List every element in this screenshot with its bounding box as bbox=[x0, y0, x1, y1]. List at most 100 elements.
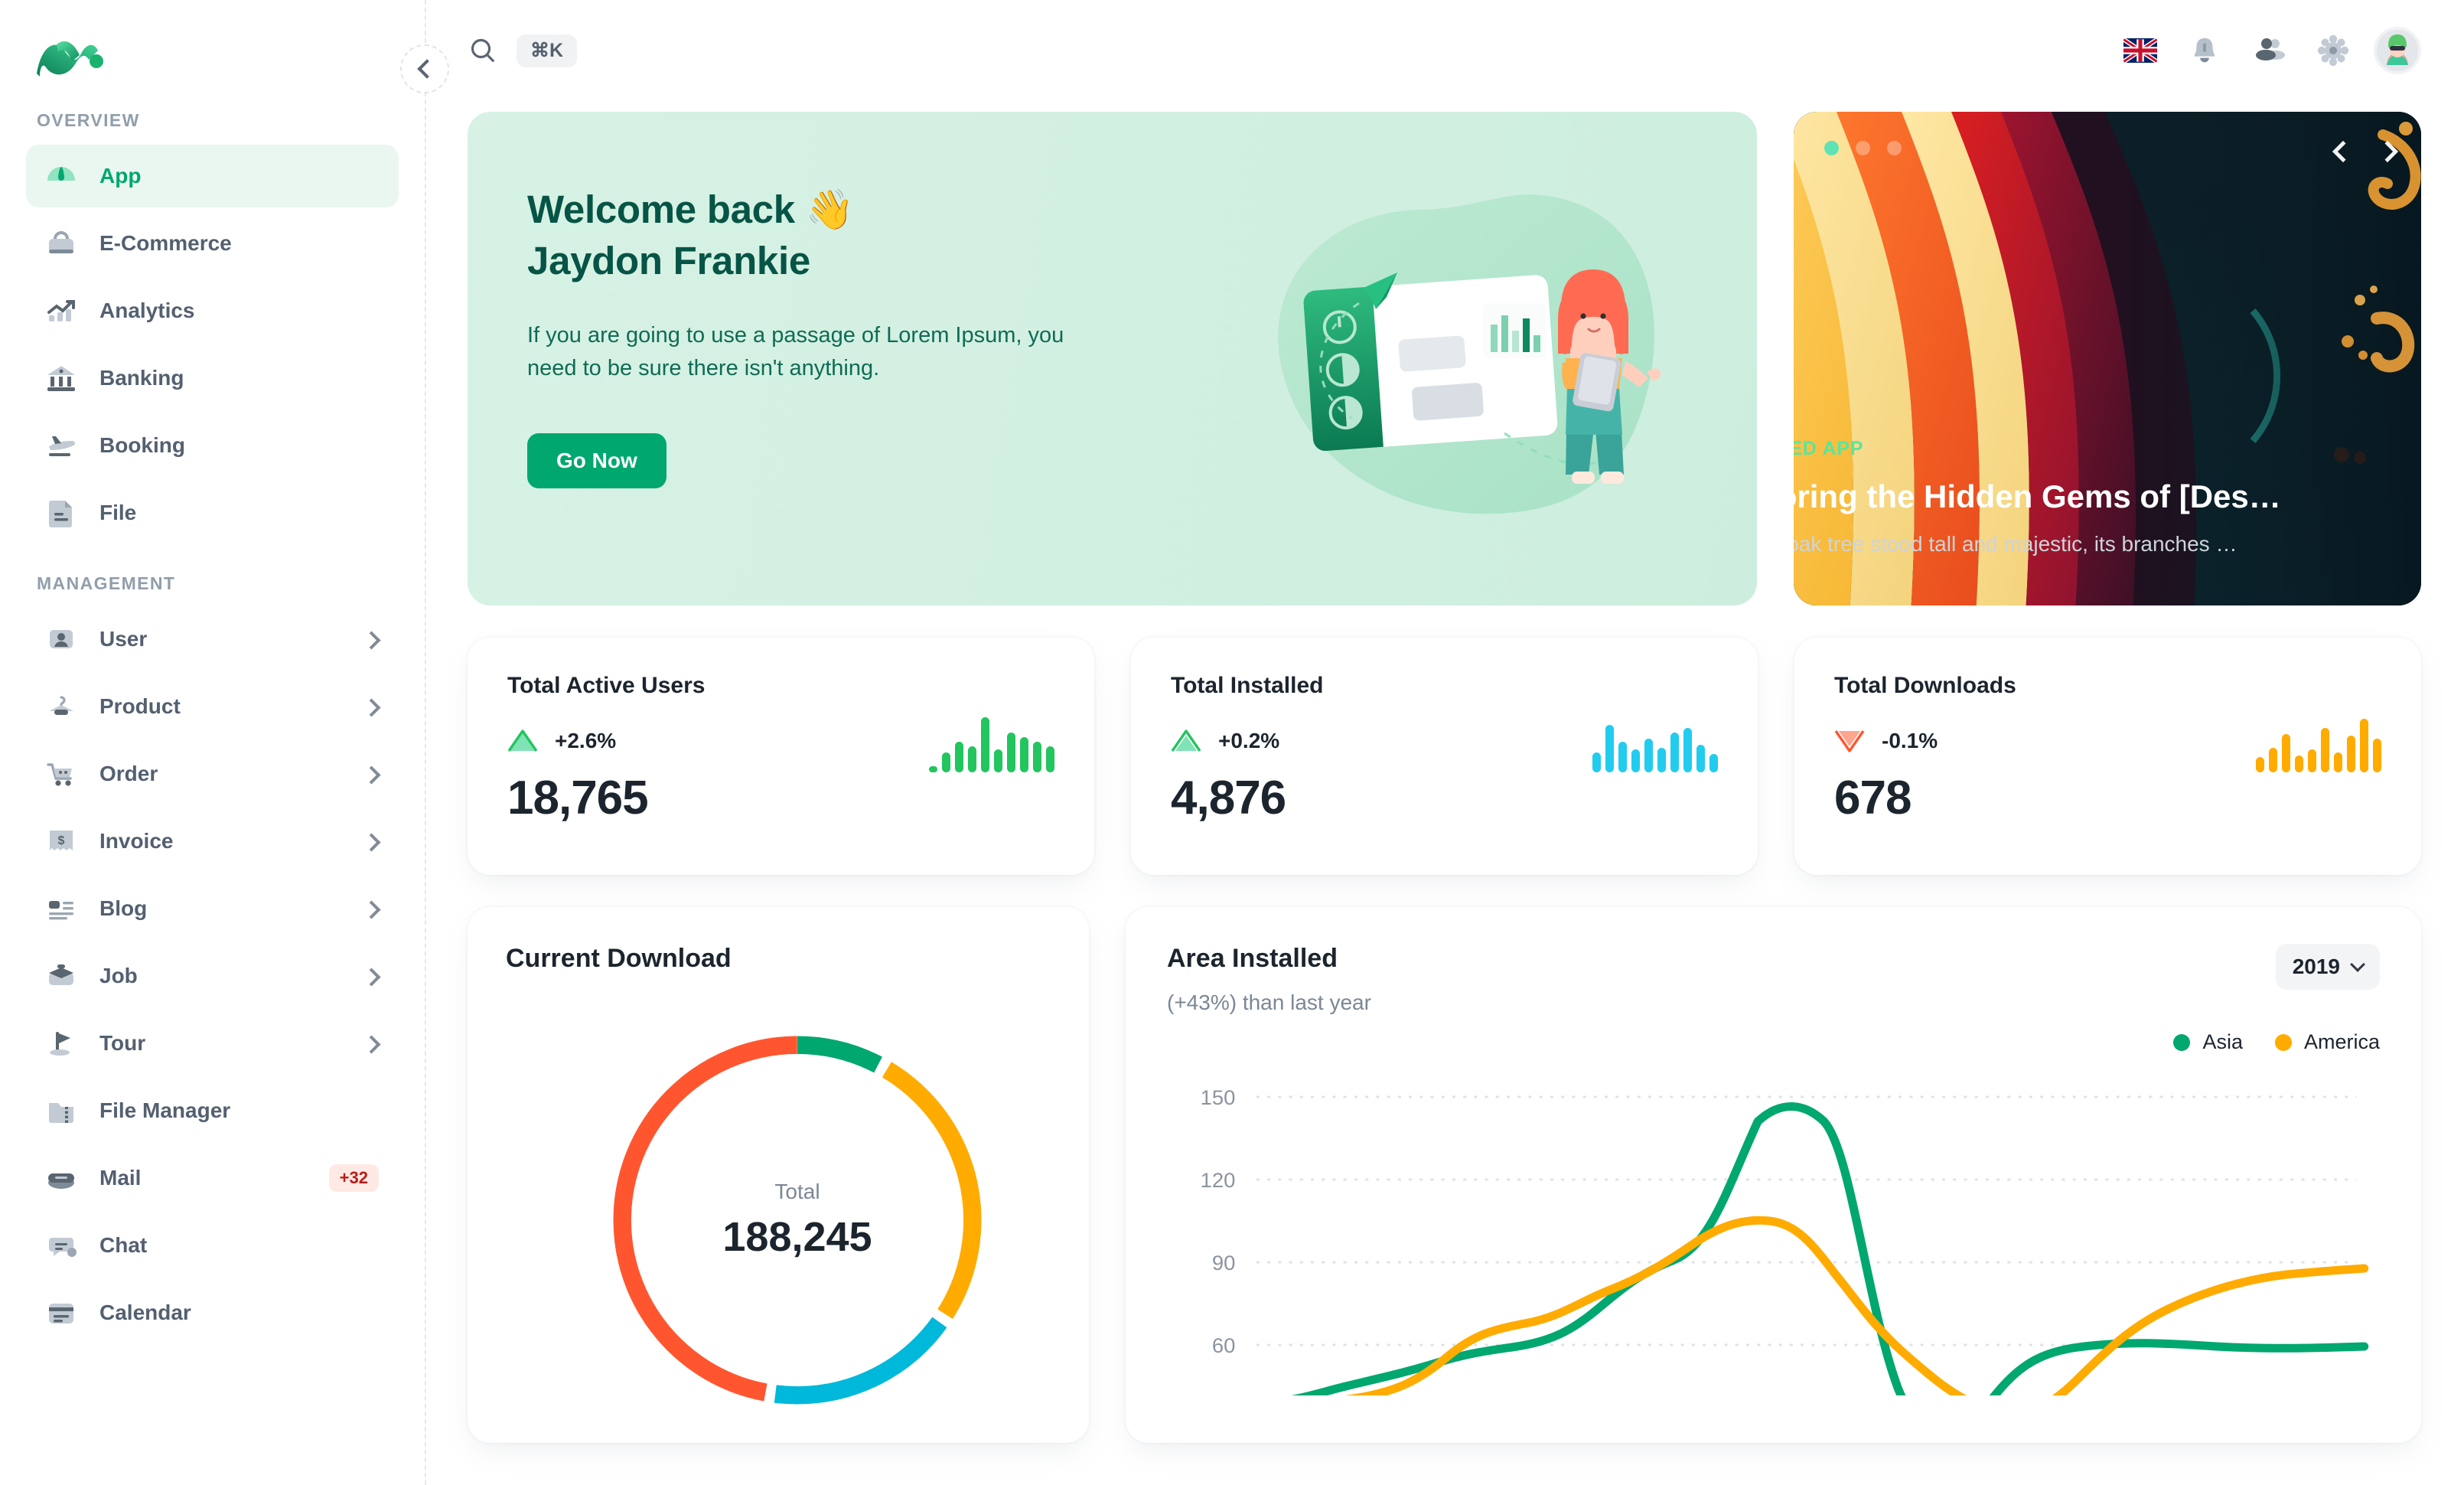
sidebar-item-label: Analytics bbox=[99, 299, 195, 322]
sidebar-item-blog[interactable]: Blog bbox=[26, 877, 399, 940]
gear-icon bbox=[2317, 34, 2349, 67]
sidebar-item-chat[interactable]: Chat bbox=[26, 1214, 399, 1277]
sidebar-item-banking[interactable]: Banking bbox=[26, 347, 399, 410]
legend-item-asia[interactable]: Asia bbox=[2173, 1030, 2243, 1054]
carousel-prev-icon[interactable] bbox=[2332, 140, 2355, 163]
sparkline-chart bbox=[929, 717, 1054, 772]
hero-row: Welcome back 👋 Jaydon Frankie If you are… bbox=[468, 112, 2421, 605]
legend-swatch bbox=[2173, 1033, 2191, 1051]
line-chart: 150 120 90 60 bbox=[1167, 1074, 2380, 1450]
settings-button[interactable] bbox=[2309, 27, 2357, 74]
sidebar-item-label: Booking bbox=[99, 433, 185, 457]
sparkline-chart bbox=[1592, 717, 1718, 772]
sidebar-item-invoice[interactable]: $ Invoice bbox=[26, 810, 399, 873]
sidebar-item-calendar[interactable]: Calendar bbox=[26, 1281, 399, 1344]
donut-svg bbox=[613, 1036, 982, 1405]
year-select[interactable]: 2019 bbox=[2275, 944, 2380, 990]
stat-card-total-installed: Total Installed +0.2% 4,876 bbox=[1131, 638, 1758, 875]
welcome-user-name: Jaydon Frankie bbox=[527, 239, 810, 283]
donut-slice-android[interactable] bbox=[613, 1036, 982, 1405]
contacts-icon bbox=[2256, 38, 2285, 60]
trend-up-icon bbox=[507, 728, 538, 754]
sidebar-item-label: Order bbox=[99, 762, 158, 785]
welcome-greeting: Welcome back 👋 bbox=[527, 188, 854, 231]
svg-text:120: 120 bbox=[1201, 1168, 1236, 1192]
sidebar-item-e-commerce[interactable]: E-Commerce bbox=[26, 212, 399, 275]
file-icon bbox=[43, 494, 80, 531]
featured-title: Exploring the Hidden Gems of [Des… bbox=[1794, 478, 2281, 514]
sidebar-item-label: User bbox=[99, 627, 148, 651]
illustration-person bbox=[1558, 269, 1661, 484]
folder-icon bbox=[43, 1092, 80, 1129]
legend-swatch bbox=[2274, 1033, 2292, 1051]
featured-background bbox=[1794, 112, 2421, 605]
app-logo[interactable] bbox=[0, 0, 425, 100]
chevron-right-icon bbox=[362, 833, 379, 850]
charts-row: Current Download Total 1 bbox=[468, 907, 2421, 1450]
carousel-next-icon[interactable] bbox=[2376, 140, 2399, 163]
search-icon bbox=[471, 38, 494, 62]
featured-app-card[interactable]: FEATURED APP Exploring the Hidden Gems o… bbox=[1794, 112, 2421, 605]
sidebar-item-tour[interactable]: Tour bbox=[26, 1012, 399, 1075]
donut-slice-ios[interactable] bbox=[613, 1036, 982, 1405]
featured-text: FEATURED APP Exploring the Hidden Gems o… bbox=[1794, 438, 2368, 556]
svg-text:90: 90 bbox=[1212, 1251, 1236, 1274]
sidebar-collapse-button[interactable] bbox=[400, 44, 449, 93]
sidebar-item-job[interactable]: Job bbox=[26, 945, 399, 1007]
language-button[interactable] bbox=[2117, 27, 2164, 74]
carousel-nav[interactable] bbox=[2332, 140, 2399, 163]
sidebar-item-user[interactable]: User bbox=[26, 608, 399, 671]
uk-flag-icon bbox=[2123, 38, 2157, 63]
bank-icon bbox=[43, 360, 80, 397]
card-title: Area Installed bbox=[1167, 944, 1338, 973]
stat-delta-value: -0.1% bbox=[1882, 729, 1938, 752]
chevron-right-icon bbox=[362, 698, 379, 715]
search-button[interactable]: ⌘K bbox=[468, 34, 578, 67]
sidebar-item-analytics[interactable]: Analytics bbox=[26, 279, 399, 342]
sidebar-item-label: Mail bbox=[99, 1166, 142, 1190]
sidebar-section-management: MANAGEMENT bbox=[37, 573, 176, 593]
stat-value: 678 bbox=[1834, 772, 1912, 824]
carousel-dot-1[interactable] bbox=[1824, 141, 1839, 155]
sidebar-item-label: E-Commerce bbox=[99, 231, 232, 255]
area-installed-card: Area Installed (+43%) than last year 201… bbox=[1126, 907, 2421, 1450]
content: Welcome back 👋 Jaydon Frankie If you are… bbox=[426, 101, 2464, 1450]
year-select-value: 2019 bbox=[2292, 955, 2340, 978]
sidebar-item-label: App bbox=[99, 164, 142, 188]
dashboard-icon bbox=[43, 158, 80, 194]
bag-icon bbox=[43, 225, 80, 262]
carousel-dot-3[interactable] bbox=[1887, 141, 1902, 155]
carousel-dots[interactable] bbox=[1824, 141, 1902, 155]
sidebar-item-mail[interactable]: Mail +32 bbox=[26, 1147, 399, 1209]
donut-slice-window[interactable] bbox=[613, 1036, 982, 1405]
svg-text:60: 60 bbox=[1212, 1333, 1236, 1357]
chevron-right-icon bbox=[362, 968, 379, 984]
svg-text:150: 150 bbox=[1201, 1085, 1236, 1109]
bell-icon bbox=[2194, 38, 2215, 63]
contacts-button[interactable] bbox=[2245, 27, 2293, 74]
chevron-down-icon bbox=[2350, 957, 2365, 972]
svg-text:$: $ bbox=[58, 834, 65, 847]
avatar[interactable] bbox=[2374, 27, 2421, 74]
sidebar-item-booking[interactable]: Booking bbox=[26, 414, 399, 477]
sidebar-item-label: Product bbox=[99, 694, 181, 718]
legend-item-america[interactable]: America bbox=[2274, 1030, 2380, 1054]
sidebar-item-file-manager[interactable]: File Manager bbox=[26, 1079, 399, 1142]
chevron-right-icon bbox=[362, 1035, 379, 1052]
donut-total-value: 188,245 bbox=[722, 1214, 872, 1260]
sidebar-item-file[interactable]: File bbox=[26, 481, 399, 544]
mail-badge: +32 bbox=[328, 1164, 379, 1192]
sidebar-item-label: Banking bbox=[99, 366, 184, 390]
sidebar-item-order[interactable]: Order bbox=[26, 742, 399, 805]
sidebar-item-app[interactable]: App bbox=[26, 145, 399, 207]
chevron-right-icon bbox=[362, 900, 379, 917]
sidebar-item-product[interactable]: Product bbox=[26, 675, 399, 738]
notifications-button[interactable] bbox=[2181, 27, 2228, 74]
sidebar-item-label: Calendar bbox=[99, 1301, 191, 1324]
welcome-description: If you are going to use a passage of Lor… bbox=[527, 322, 1064, 381]
go-now-button[interactable]: Go Now bbox=[527, 432, 667, 488]
sparkline-chart bbox=[2256, 717, 2381, 772]
card-title: Current Download bbox=[506, 944, 732, 973]
carousel-dot-2[interactable] bbox=[1856, 141, 1870, 155]
chart-legend: Asia America bbox=[1167, 1030, 2380, 1054]
